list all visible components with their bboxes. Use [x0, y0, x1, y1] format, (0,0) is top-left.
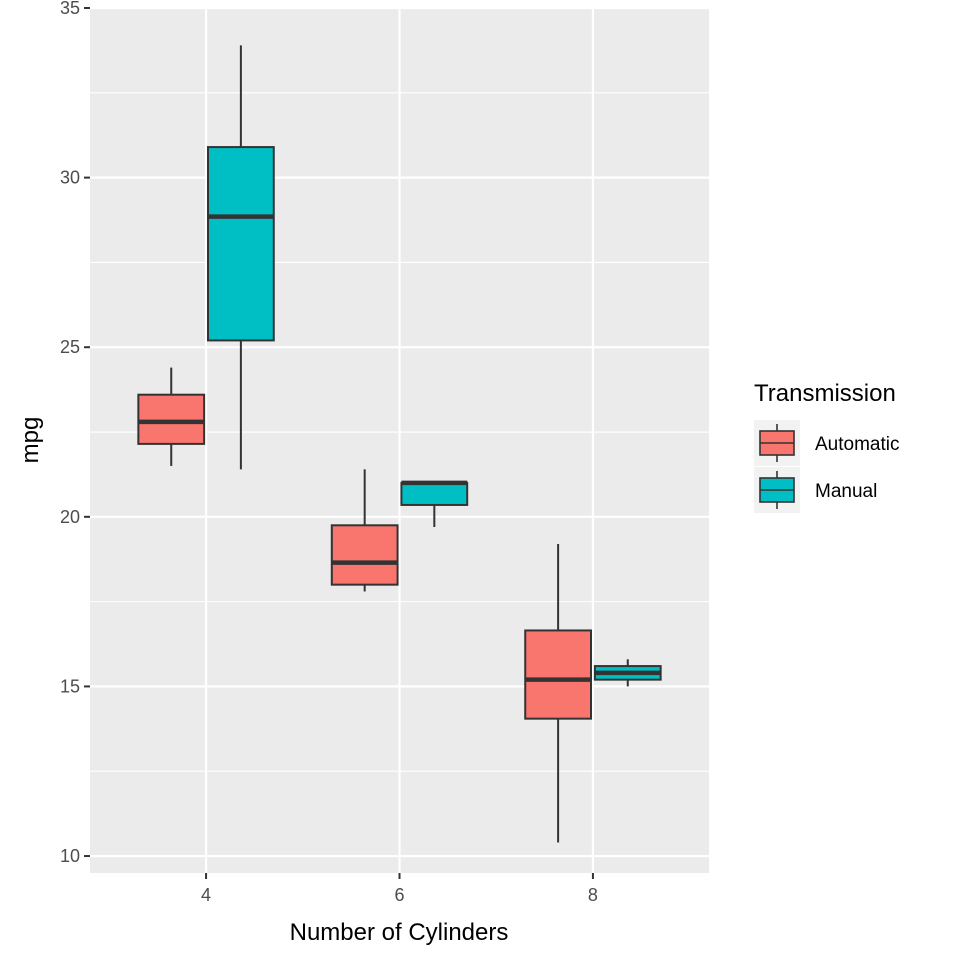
x-axis-title: Number of Cylinders — [290, 919, 509, 946]
x-axis: 4 6 8 — [201, 873, 598, 905]
box-body — [330, 524, 399, 586]
box-manual-8 — [593, 659, 662, 687]
legend-label: Manual — [815, 481, 877, 502]
legend-item-automatic: Automatic — [754, 420, 899, 466]
legend-title: Transmission — [754, 380, 896, 407]
x-tick-label: 6 — [394, 885, 404, 905]
y-tick-label: 20 — [60, 507, 80, 527]
y-tick-label: 25 — [60, 337, 80, 357]
box-manual-4 — [206, 45, 275, 470]
y-tick-label: 35 — [60, 0, 80, 18]
y-axis: 10 15 20 25 30 35 — [60, 0, 90, 866]
y-tick-label: 30 — [60, 168, 80, 188]
box-automatic-6 — [330, 469, 399, 592]
legend-label: Automatic — [815, 434, 899, 455]
major-gridlines — [90, 6, 709, 873]
box-automatic-4 — [137, 367, 206, 466]
y-tick-label: 10 — [60, 846, 80, 866]
box-automatic-8 — [524, 543, 593, 843]
y-axis-title: mpg — [17, 417, 44, 464]
legend-item-manual: Manual — [754, 467, 877, 513]
x-tick-label: 4 — [201, 885, 211, 905]
box-body — [524, 629, 593, 720]
box-body — [137, 393, 206, 445]
box-series — [137, 45, 662, 843]
box-body — [206, 146, 275, 342]
box-body — [400, 481, 469, 506]
legend: Transmission Automatic Manual — [754, 380, 899, 513]
x-tick-label: 8 — [588, 885, 598, 905]
y-tick-label: 15 — [60, 676, 80, 696]
box-manual-6 — [400, 480, 469, 527]
